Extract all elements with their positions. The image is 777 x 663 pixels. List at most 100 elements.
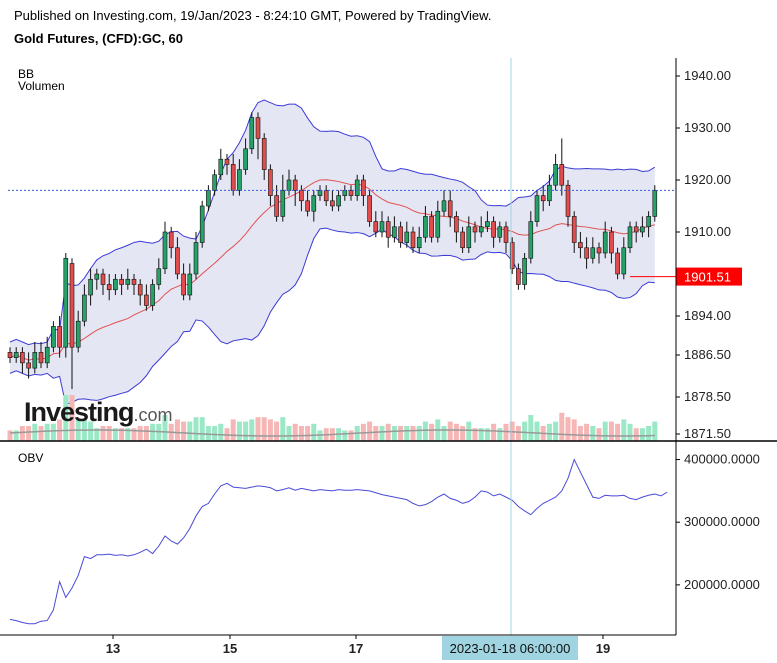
- volume-bar: [342, 430, 348, 441]
- candle-body: [447, 200, 453, 217]
- candle-body: [38, 352, 44, 364]
- volume-bar: [596, 428, 602, 441]
- volume-bar: [13, 430, 19, 441]
- candle-body: [336, 195, 341, 207]
- candle-body: [280, 190, 286, 217]
- volume-bar: [565, 417, 571, 441]
- candle-body: [51, 326, 56, 348]
- candle-body: [224, 158, 230, 165]
- candle-body: [131, 278, 137, 285]
- time-tick-label: 17: [349, 641, 363, 656]
- volume-bar: [559, 412, 565, 441]
- candle-body: [609, 231, 614, 254]
- volume-bar: [69, 395, 75, 441]
- candle-body: [181, 273, 186, 296]
- candle-body: [571, 216, 577, 243]
- candle-body: [311, 195, 317, 212]
- candle-body: [596, 247, 602, 254]
- publish-info: Published on Investing.com, 19/Jan/2023 …: [14, 8, 492, 23]
- obv-tick-label: 400000.0000: [684, 452, 760, 467]
- volume-bar: [150, 423, 156, 441]
- candle-body: [429, 216, 434, 238]
- candle-body: [509, 242, 515, 270]
- obv-indicator-label[interactable]: OBV: [18, 451, 44, 465]
- candle-body: [249, 117, 255, 150]
- last-price-label: 1901.51: [684, 270, 731, 285]
- candle-body: [503, 226, 509, 243]
- investing-logo: Investing.com: [24, 397, 173, 427]
- candle-body: [57, 326, 62, 348]
- candle-body: [528, 221, 534, 259]
- candle-body: [491, 221, 496, 238]
- candle-body: [212, 174, 217, 191]
- volume-bar: [416, 426, 422, 441]
- candle-body: [75, 320, 81, 348]
- volume-bar: [249, 419, 255, 441]
- candle-body: [553, 164, 558, 186]
- volume-bar: [348, 430, 354, 441]
- volume-bar: [608, 421, 614, 441]
- volume-ma-line: [9, 429, 655, 437]
- obv-tick-label: 300000.0000: [684, 514, 760, 529]
- price-tick-label: 1894.00: [684, 308, 731, 323]
- volume-bar: [484, 428, 490, 441]
- volume-bar: [137, 426, 143, 441]
- time-tick-label: 19: [596, 641, 610, 656]
- bb-indicator-label[interactable]: BB: [18, 67, 35, 81]
- price-tick-label: 1878.50: [684, 389, 731, 404]
- volume-bar: [63, 395, 69, 441]
- candle-body: [330, 200, 335, 207]
- volume-bar: [398, 426, 404, 441]
- bollinger-basis-line: [9, 179, 655, 361]
- volume-bar: [478, 428, 484, 441]
- price-tick-label: 1930.00: [684, 120, 731, 135]
- volume-bar: [515, 426, 521, 441]
- candle-body: [274, 195, 279, 217]
- candle-body: [69, 263, 75, 348]
- candle-body: [175, 247, 180, 275]
- candle-body: [404, 231, 410, 243]
- volume-bar: [534, 421, 540, 441]
- volume-bar: [267, 419, 273, 441]
- volume-bar: [19, 426, 25, 441]
- volume-bar: [286, 426, 292, 441]
- candle-body: [559, 164, 565, 186]
- price-tick-label: 1886.50: [684, 347, 731, 362]
- volume-bar: [497, 428, 503, 441]
- volume-bar: [274, 421, 280, 441]
- candle-body: [44, 346, 50, 364]
- candle-body: [88, 278, 93, 296]
- volume-bar: [627, 423, 633, 441]
- candle-body: [584, 247, 589, 259]
- volume-bar: [280, 417, 286, 441]
- volume-indicator-label[interactable]: Volumen: [18, 79, 65, 93]
- candle-body: [398, 226, 403, 243]
- candle-body: [100, 273, 106, 285]
- volume-bar: [143, 426, 149, 441]
- candle-body: [565, 184, 571, 217]
- volume-bar: [379, 426, 385, 441]
- candle-body: [379, 221, 385, 233]
- candle-body: [125, 278, 131, 285]
- volume-bar: [181, 421, 187, 441]
- price-tick-label: 1910.00: [684, 224, 731, 239]
- volume-bar: [652, 421, 658, 441]
- candle-body: [646, 216, 651, 228]
- volume-bar: [553, 421, 559, 441]
- candle-body: [534, 195, 540, 222]
- candle-body: [615, 252, 620, 275]
- candle-body: [435, 210, 441, 238]
- volume-bar: [373, 426, 379, 441]
- candle-body: [63, 257, 69, 348]
- candle-body: [317, 190, 323, 196]
- candle-body: [82, 294, 87, 322]
- candle-body: [516, 268, 521, 285]
- candle-body: [20, 352, 25, 364]
- candle-body: [342, 190, 348, 196]
- volume-bar: [639, 428, 645, 441]
- candle-body: [621, 247, 627, 275]
- volume-bar: [88, 421, 94, 441]
- volume-bar: [100, 426, 106, 441]
- volume-bar: [311, 423, 317, 441]
